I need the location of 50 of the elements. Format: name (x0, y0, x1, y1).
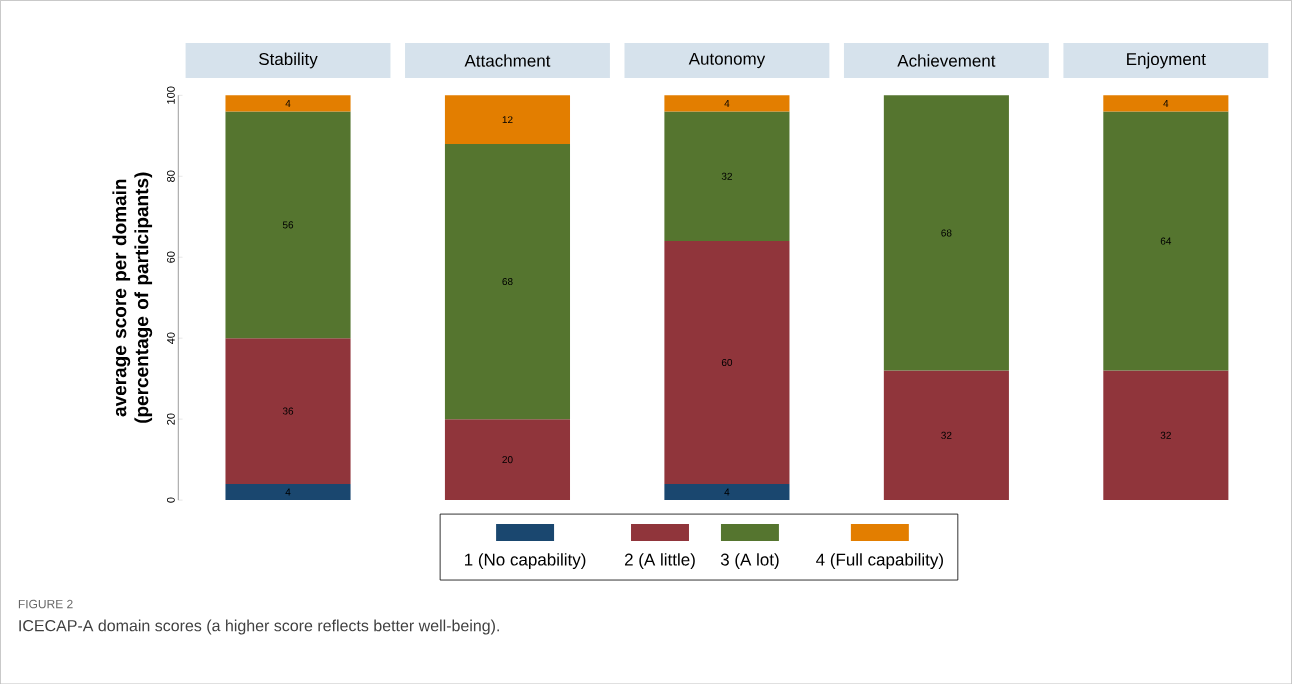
data-label: 4 (724, 99, 730, 107)
data-label: 56 (282, 221, 294, 229)
bar (444, 143, 571, 419)
bar (883, 370, 1009, 500)
bar (225, 111, 351, 339)
data-label: 36 (282, 407, 294, 415)
y-tick-label: 100 (166, 86, 175, 104)
data-label: 4 (285, 488, 291, 496)
y-axis-title: average score per domain (percentage of participants) (112, 172, 153, 423)
y-tick-label: 80 (166, 170, 175, 182)
data-label: 64 (1160, 237, 1172, 245)
y-tick-label: 40 (166, 332, 175, 344)
data-label: 68 (941, 229, 952, 237)
legend-label: 4 (Full capability) (816, 552, 943, 569)
x-tick-label: Achievement (897, 54, 996, 67)
bar (444, 95, 571, 144)
data-label: 32 (1160, 431, 1171, 439)
bar (1103, 95, 1229, 112)
data-label: 12 (502, 115, 513, 123)
bar (664, 95, 790, 112)
bar (664, 111, 790, 241)
bar (664, 483, 790, 500)
bar (883, 95, 1009, 371)
data-label: 4 (724, 488, 730, 496)
y-tick-label: 0 (166, 497, 175, 503)
data-label: 32 (721, 172, 732, 180)
data-label: 60 (721, 358, 733, 366)
y-tick-label: 20 (166, 413, 175, 425)
data-label: 32 (941, 431, 952, 439)
data-label: 4 (285, 99, 291, 107)
data-label: 4 (1163, 99, 1169, 107)
text: ICECAP-A domain scores (a higher score reflects better well-being). (19, 619, 499, 635)
bar (225, 95, 351, 112)
caption: FIGURE 2 (18, 599, 73, 609)
legend-label: 2 (A little) (624, 552, 695, 569)
x-tick-label: Attachment (464, 54, 551, 67)
data-label: 20 (502, 455, 513, 463)
bar (1103, 111, 1229, 371)
bar (1103, 370, 1229, 500)
legend-label: 3 (A lot) (720, 552, 779, 569)
x-tick-label: Stability (259, 52, 318, 69)
bar (444, 418, 571, 500)
legend-label: 1 (No capability) (465, 552, 586, 569)
bar (664, 240, 790, 484)
data-label: 68 (502, 277, 513, 285)
x-tick-label: Enjoyment (1127, 52, 1206, 69)
bar (225, 338, 351, 484)
y-tick-label: 60 (166, 251, 175, 263)
bar (225, 483, 351, 500)
x-tick-label: Autonomy (688, 52, 766, 68)
